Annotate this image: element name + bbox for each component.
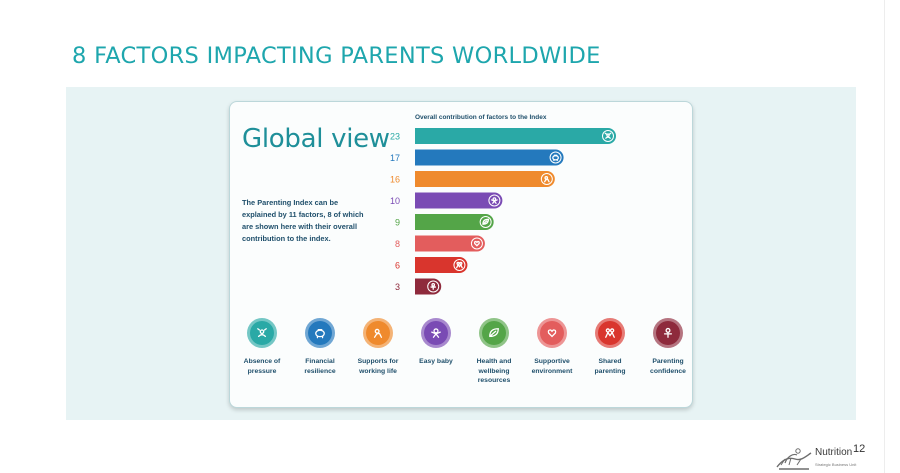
brand-name: Nutrition — [815, 447, 853, 458]
factor-legend: Absence of pressure Financial resilience S… — [230, 318, 692, 398]
no-pressure-icon — [602, 130, 614, 142]
factor-item: Health and wellbeing resources — [468, 318, 520, 386]
brand-subtitle: Strategic Business Unit — [815, 462, 857, 467]
chart-title: Overall contribution of factors to the I… — [415, 114, 547, 121]
bar-value-label: 3 — [395, 282, 400, 292]
global-view-card: Global view The Parenting Index can be e… — [229, 101, 693, 408]
heart-hands-icon — [537, 318, 567, 348]
bar-value-label: 9 — [395, 218, 400, 228]
factor-item: Supports for working life — [352, 318, 404, 376]
factor-label: Health and wellbeing resources — [476, 358, 512, 384]
bar-value-label: 10 — [390, 196, 400, 206]
leaf-icon — [479, 318, 509, 348]
bar-no-pressure — [415, 128, 616, 144]
bar-piggy-bank — [415, 149, 564, 166]
factor-label: Supports for working life — [357, 358, 399, 375]
slide-title: 8 FACTORS IMPACTING PARENTS WORLDWIDE — [72, 43, 601, 69]
bar-value-label: 6 — [395, 261, 400, 271]
factor-item: Easy baby — [410, 318, 462, 367]
bar-heart-hands — [415, 235, 485, 252]
bar-value-label: 16 — [390, 175, 400, 185]
factor-label: Easy baby — [419, 358, 453, 365]
heart-hands-icon — [470, 237, 483, 250]
factor-label: Financial resilience — [304, 358, 336, 375]
nestle-nest-logo-icon — [776, 448, 812, 470]
bar-leaf — [415, 214, 494, 230]
bar-value-label: 23 — [390, 132, 400, 142]
baby-care-icon — [363, 318, 393, 348]
piggy-bank-icon — [305, 318, 335, 348]
factor-item: Parenting confidence — [642, 318, 694, 376]
bar-baby-care — [415, 171, 555, 187]
factor-label: Parenting confidence — [650, 358, 686, 375]
happy-baby-icon — [488, 194, 501, 207]
factor-label: Shared parenting — [594, 358, 626, 375]
confidence-icon — [427, 280, 440, 293]
card-description: The Parenting Index can be explained by … — [242, 198, 364, 243]
factor-item: Financial resilience — [294, 318, 346, 376]
factor-item: Shared parenting — [584, 318, 636, 376]
factor-label: Supportive environment — [531, 358, 573, 375]
bar-happy-baby — [415, 192, 503, 209]
factor-item: Supportive environment — [526, 318, 578, 376]
factor-item: Absence of pressure — [236, 318, 288, 376]
parents-icon — [453, 259, 466, 271]
parents-icon — [595, 318, 625, 348]
baby-care-icon — [540, 173, 553, 185]
happy-baby-icon — [421, 318, 451, 348]
no-pressure-icon — [247, 318, 277, 348]
slide-right-border — [884, 0, 885, 473]
page-number: 12 — [853, 443, 866, 455]
factor-label: Absence of pressure — [243, 358, 281, 375]
piggy-bank-icon — [549, 151, 562, 164]
card-heading: Global view — [242, 124, 390, 154]
bar-parents — [415, 257, 468, 273]
bar-value-label: 17 — [390, 153, 400, 163]
confidence-icon — [653, 318, 683, 348]
bar-chart: 23 17 16 10 9 8 6 3 — [390, 128, 616, 295]
leaf-icon — [479, 216, 492, 228]
bar-value-label: 8 — [395, 239, 400, 249]
